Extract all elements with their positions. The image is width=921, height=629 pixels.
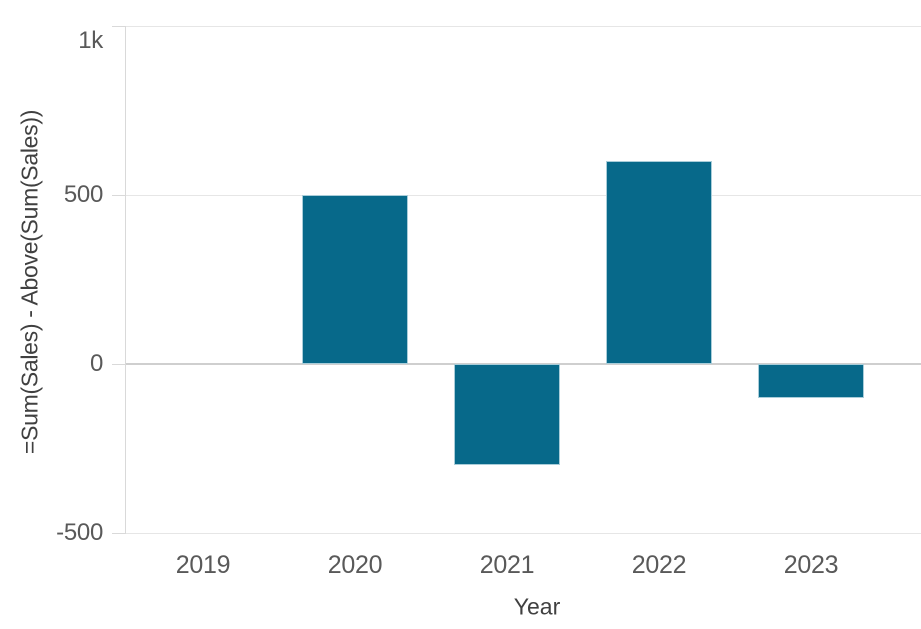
x-axis-title: Year [513, 593, 561, 620]
y-tick-500 [112, 195, 125, 196]
y-tick-label--500: -500 [56, 519, 103, 546]
gridline-1k [125, 26, 921, 27]
bar-2022[interactable] [606, 161, 712, 364]
bar-2023[interactable] [758, 364, 864, 398]
y-tick-label-500: 500 [63, 181, 103, 208]
bar-2020[interactable] [302, 195, 408, 364]
y-tick-1k [112, 26, 125, 27]
y-tick--500 [112, 533, 125, 534]
x-tick-label-2020: 2020 [327, 551, 383, 579]
x-tick-label-2021: 2021 [479, 551, 535, 579]
x-tick-label-2022: 2022 [631, 551, 687, 579]
y-axis-line [125, 26, 126, 534]
x-tick-label-2019: 2019 [175, 551, 231, 579]
y-tick-label-0: 0 [89, 350, 103, 377]
x-tick-label-2023: 2023 [783, 551, 839, 579]
y-tick-label-1k: 1k [78, 27, 103, 54]
gridline--500 [125, 533, 921, 534]
bar-2021[interactable] [454, 364, 560, 466]
y-tick-0 [112, 364, 125, 365]
gridline-500 [125, 195, 921, 196]
